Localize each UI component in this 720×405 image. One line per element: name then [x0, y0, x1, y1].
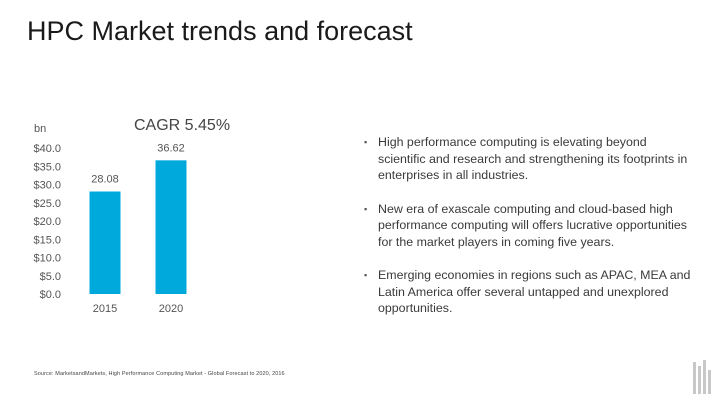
bullet-item: ▪ High performance computing is elevatin… [364, 134, 694, 184]
y-tick-label: $15.0 [33, 234, 61, 246]
y-tick-label: $0.0 [40, 289, 61, 301]
square-bullet-icon: ▪ [364, 137, 368, 147]
square-bullet-icon: ▪ [364, 203, 368, 214]
bar-value-label: 36.62 [157, 142, 185, 154]
bar-2020 [155, 160, 187, 294]
bullet-list: ▪ High performance computing is elevatin… [364, 134, 694, 334]
chart-unit-label: bn [34, 123, 47, 135]
bullet-item: ▪ New era of exascale computing and clou… [364, 201, 694, 251]
x-category-label: 2015 [93, 303, 117, 315]
bar-chart: $40.0 $35.0 $30.0 $25.0 $20.0 $15.0 $10.0 $5.0 $… [33, 142, 187, 315]
y-tick-label: $5.0 [40, 271, 61, 283]
y-tick-label: $30.0 [33, 180, 61, 192]
source-note: Source: MarketsandMarkets, High Performa… [34, 371, 285, 377]
x-category-label: 2020 [159, 303, 183, 315]
bar-value-label: 28.08 [91, 174, 119, 186]
y-tick-label: $35.0 [33, 161, 61, 173]
slide-title: HPC Market trends and forecast [27, 16, 413, 46]
bullet-text: High performance computing is elevating … [378, 135, 688, 182]
square-bullet-icon: ▪ [364, 270, 368, 280]
y-tick-label: $40.0 [33, 143, 61, 155]
chart-title-cagr: CAGR 5.45% [134, 117, 231, 134]
bar-2015 [89, 191, 121, 294]
bullet-item: ▪ Emerging economies in regions such as … [364, 267, 694, 317]
bullet-text: New era of exascale computing and cloud-… [378, 201, 687, 249]
y-tick-label: $25.0 [33, 198, 61, 210]
bullet-text: Emerging economies in regions such as AP… [378, 268, 691, 315]
y-tick-label: $10.0 [33, 253, 61, 265]
company-logo-icon [693, 360, 711, 394]
y-tick-label: $20.0 [33, 216, 61, 228]
